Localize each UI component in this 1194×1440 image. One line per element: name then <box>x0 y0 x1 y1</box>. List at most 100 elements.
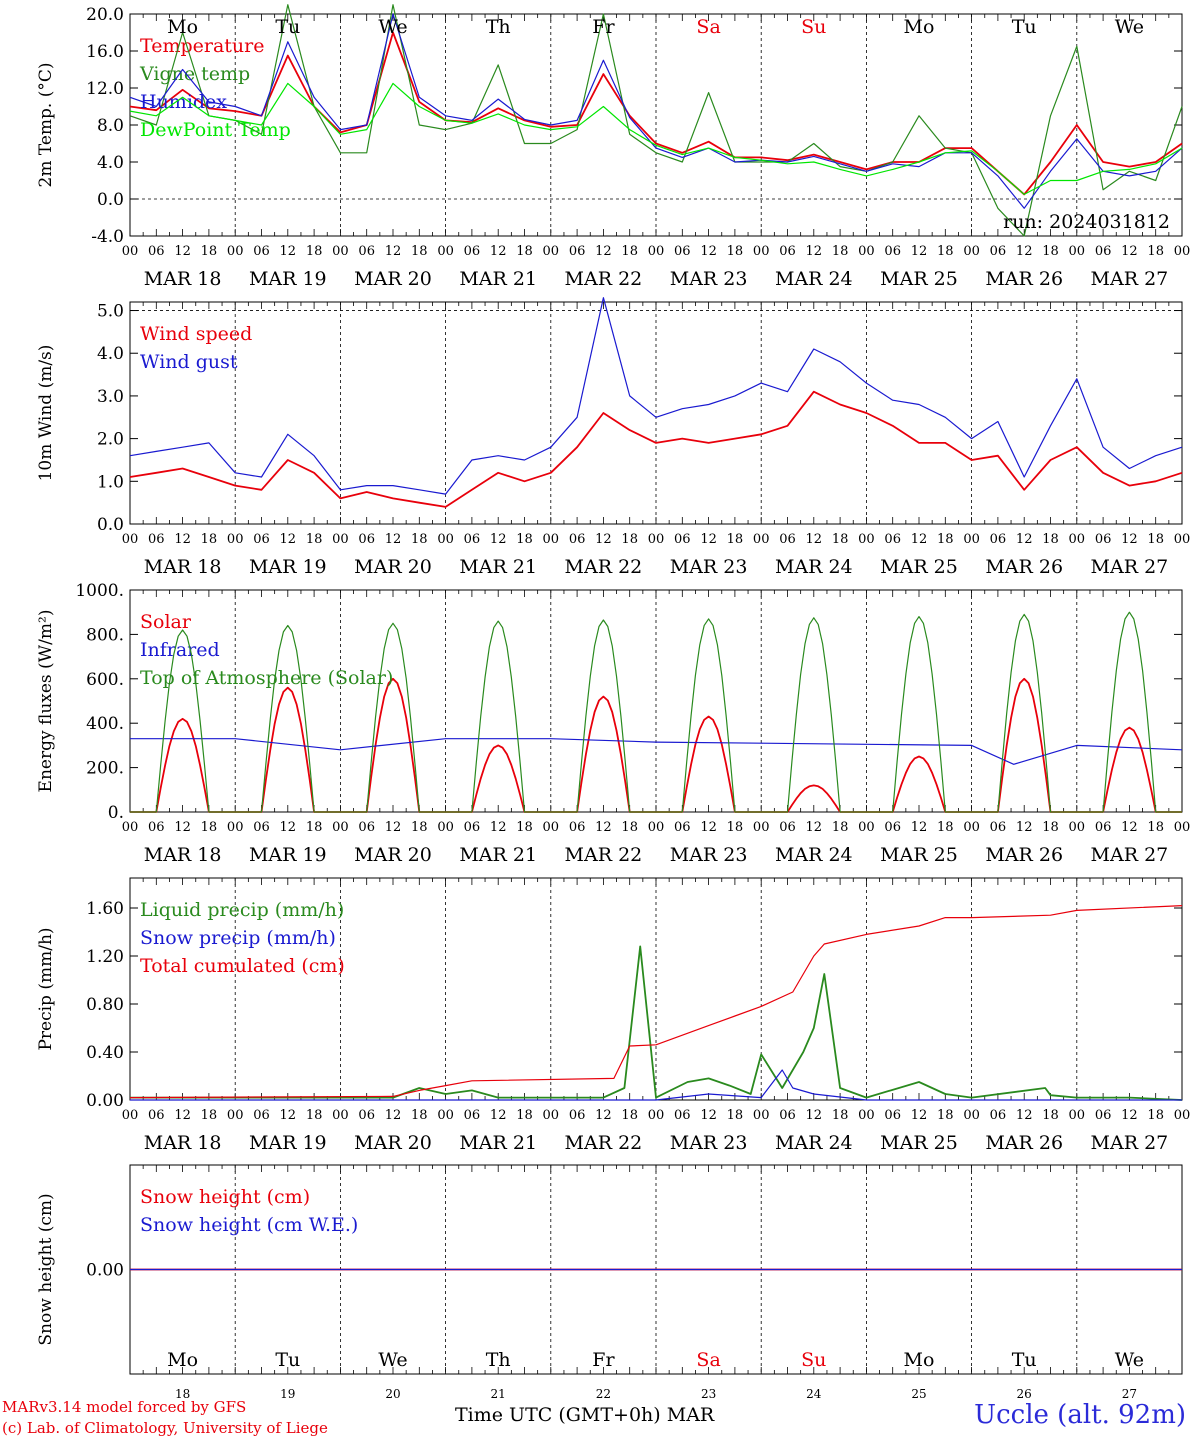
panel-5-weekday-4: Th <box>486 1349 511 1371</box>
panel-1-hour-label: 06 <box>779 244 796 259</box>
panel-3-hour-label-end: 00 <box>1174 820 1191 835</box>
panel-3-hour-label: 18 <box>1147 820 1164 835</box>
panel-1-weekday-6: Sa <box>696 16 720 38</box>
panel-1-hour-label: 06 <box>674 244 691 259</box>
panel-2-series-line-2 <box>129 297 1183 495</box>
panel-1-weekday-1: Mo <box>167 16 198 38</box>
panel-3-hour-label: 18 <box>937 820 954 835</box>
panel-2-hour-label: 18 <box>201 532 218 547</box>
panel-2-day-label: MAR 23 <box>670 556 748 578</box>
panel-4-hour-label: 18 <box>1042 1108 1059 1123</box>
panel-2-hour-label: 18 <box>516 532 533 547</box>
panel-1-hour-label-end: 00 <box>1174 244 1191 259</box>
panel-3-hour-label: 06 <box>148 820 165 835</box>
panel-3-hour-label: 00 <box>753 820 770 835</box>
panel-1-hour-label: 18 <box>621 244 638 259</box>
panel-2-hour-label: 12 <box>1016 532 1033 547</box>
day-number-label: 20 <box>385 1387 400 1401</box>
panel-3-hour-label: 18 <box>832 820 849 835</box>
panel-3-ytick-label: 200. <box>86 759 124 779</box>
panel-1-hour-label: 00 <box>437 244 454 259</box>
panel-2-hour-label: 12 <box>595 532 612 547</box>
panel-5-weekday-2: Tu <box>275 1349 300 1371</box>
day-number-label: 19 <box>280 1387 295 1401</box>
panel-3-day-label: MAR 25 <box>880 844 958 866</box>
panel-1-hour-label: 12 <box>595 244 612 259</box>
panel-4-hour-label: 18 <box>621 1108 638 1123</box>
panel-1-series-line-4 <box>129 82 1183 195</box>
panel-3-hour-label: 00 <box>122 820 139 835</box>
panel-3-hour-label: 18 <box>727 820 744 835</box>
panel-1-hour-label: 00 <box>227 244 244 259</box>
panel-2-hour-label: 18 <box>937 532 954 547</box>
panel-3-legend-3: Top of Atmosphere (Solar) <box>140 667 393 689</box>
panel-2-hour-label: 12 <box>280 532 297 547</box>
panel-1-hour-label: 18 <box>1042 244 1059 259</box>
panel-4-hour-label: 18 <box>201 1108 218 1123</box>
day-number-label: 21 <box>491 1387 506 1401</box>
panel-2-hour-label: 18 <box>411 532 428 547</box>
panel-2-hour-label: 18 <box>832 532 849 547</box>
panel-1-hour-label: 12 <box>1016 244 1033 259</box>
panel-3-day-label: MAR 22 <box>565 844 643 866</box>
panel-1-hour-label: 18 <box>516 244 533 259</box>
panel-1-hour-label: 12 <box>911 244 928 259</box>
panel-2-hour-label-end: 00 <box>1174 532 1191 547</box>
panel-2-hour-label: 12 <box>911 532 928 547</box>
panel-4-day-label: MAR 25 <box>880 1132 958 1154</box>
panel-4-hour-label: 06 <box>674 1108 691 1123</box>
panel-2-hour-label: 18 <box>1042 532 1059 547</box>
panel-2-hour-label: 18 <box>727 532 744 547</box>
panel-4-day-label: MAR 27 <box>1091 1132 1169 1154</box>
panel-3-ytick-label: 0. <box>108 803 124 823</box>
panel-1-legend-3: Humidex <box>140 91 227 113</box>
panel-1-weekday-7: Su <box>801 16 826 38</box>
panel-4-day-label: MAR 19 <box>249 1132 327 1154</box>
panel-3-hour-label: 12 <box>806 820 823 835</box>
panel-2-hour-label: 00 <box>648 532 665 547</box>
panel-4-hour-label: 06 <box>1095 1108 1112 1123</box>
panel-1-hour-label: 06 <box>884 244 901 259</box>
panel-1-ytick-label: -4.0 <box>91 227 124 247</box>
panel-2-hour-label: 12 <box>700 532 717 547</box>
panel-2-ylabel: 10m Wind (m/s) <box>36 345 56 482</box>
panel-4-hour-label: 12 <box>1121 1108 1138 1123</box>
panel-1-day-label: MAR 22 <box>565 268 643 290</box>
panel-2-hour-label: 00 <box>122 532 139 547</box>
panel-1-hour-label: 06 <box>464 244 481 259</box>
panel-4-series-line-1 <box>130 945 1183 1101</box>
panel-4-series-line-3 <box>129 905 1183 1099</box>
panel-1-hour-label: 12 <box>385 244 402 259</box>
panel-3-ylabel: Energy fluxes (W/m²) <box>36 610 56 793</box>
panel-1-hour-label: 18 <box>201 244 218 259</box>
station-name: Uccle (alt. 92m) <box>974 1400 1186 1430</box>
panel-3-ytick-label: 1000. <box>75 581 124 601</box>
panel-5-weekday-9: Tu <box>1012 1349 1037 1371</box>
panel-4-hour-label: 12 <box>1016 1108 1033 1123</box>
panel-1-hour-label: 06 <box>358 244 375 259</box>
panel-4-hour-label: 12 <box>174 1108 191 1123</box>
panel-3-hour-label: 00 <box>858 820 875 835</box>
panel-4-hour-label: 06 <box>884 1108 901 1123</box>
panel-3-day-label: MAR 27 <box>1091 844 1169 866</box>
panel-3-legend-2: Infrared <box>140 639 220 661</box>
panel-1-day-label: MAR 24 <box>775 268 853 290</box>
panel-1-ytick-label: 0.0 <box>97 190 124 210</box>
panel-1-ytick-label: 8.0 <box>97 116 124 136</box>
panel-5-ylabel: Snow height (cm) <box>36 1193 56 1345</box>
panel-3-day-label: MAR 23 <box>670 844 748 866</box>
panel-2-hour-label: 18 <box>306 532 323 547</box>
panel-1-hour-label: 00 <box>1069 244 1086 259</box>
panel-4-hour-label: 00 <box>332 1108 349 1123</box>
panel-4-legend-1: Liquid precip (mm/h) <box>140 899 344 921</box>
panel-4-legend-2: Snow precip (mm/h) <box>140 927 336 949</box>
panel-3-hour-label: 06 <box>569 820 586 835</box>
panel-2-day-label: MAR 22 <box>565 556 643 578</box>
panel-4-hour-label: 18 <box>306 1108 323 1123</box>
panel-1-weekday-8: Mo <box>904 16 935 38</box>
panel-1-series-line-3 <box>129 13 1183 209</box>
panel-1-legend-2: Vigne temp <box>139 63 250 85</box>
panel-3-day-label: MAR 18 <box>144 844 222 866</box>
day-number-label: 24 <box>806 1387 822 1401</box>
panel-4-hour-label: 00 <box>437 1108 454 1123</box>
